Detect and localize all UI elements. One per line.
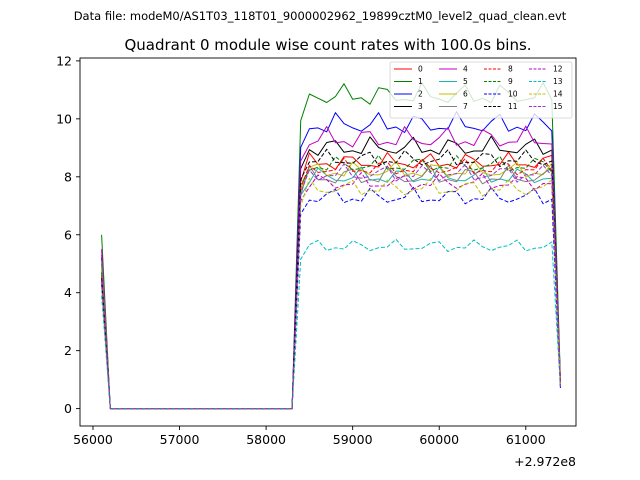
y-tick-label: 10 — [56, 111, 72, 126]
axes-frame — [79, 57, 577, 427]
legend-label-13: 13 — [553, 77, 563, 86]
chart-title: Quadrant 0 module wise count rates with … — [124, 36, 531, 54]
figure-suptitle: Data file: modeM0/AS1T03_118T01_90000029… — [74, 9, 567, 23]
legend-label-1: 1 — [418, 77, 423, 86]
legend-label-8: 8 — [508, 65, 513, 74]
y-tick-label: 12 — [56, 53, 72, 68]
y-axis: 0 2 4 6 8 10 12 — [56, 53, 80, 416]
y-tick-label: 0 — [64, 401, 72, 416]
x-offset-label: +2.972e8 — [514, 454, 576, 469]
legend-label-2: 2 — [418, 90, 423, 99]
x-tick-label: 57000 — [160, 432, 200, 447]
x-tick-label: 60000 — [419, 432, 459, 447]
legend-label-12: 12 — [553, 65, 563, 74]
legend-label-10: 10 — [508, 90, 518, 99]
legend-box — [389, 61, 573, 119]
x-tick-label: 56000 — [73, 432, 113, 447]
series-line-15 — [101, 163, 561, 410]
legend-label-9: 9 — [508, 77, 513, 86]
x-tick-label: 58000 — [246, 432, 286, 447]
y-tick-label: 8 — [64, 169, 72, 184]
legend-label-14: 14 — [553, 90, 563, 99]
legend-label-3: 3 — [418, 102, 423, 111]
legend-label-11: 11 — [508, 102, 518, 111]
x-tick-label: 59000 — [333, 432, 373, 447]
x-axis: 56000 57000 58000 59000 60000 61000 — [73, 426, 546, 447]
legend-label-5: 5 — [463, 77, 468, 86]
y-tick-label: 4 — [64, 285, 72, 300]
legend-label-15: 15 — [553, 102, 563, 111]
legend-label-4: 4 — [463, 65, 468, 74]
y-tick-label: 2 — [64, 343, 72, 358]
plot-lines — [101, 82, 561, 410]
legend-label-7: 7 — [463, 102, 468, 111]
legend-label-0: 0 — [418, 65, 423, 74]
legend-label-6: 6 — [463, 90, 468, 99]
y-tick-label: 6 — [64, 227, 72, 242]
x-tick-label: 61000 — [506, 432, 546, 447]
